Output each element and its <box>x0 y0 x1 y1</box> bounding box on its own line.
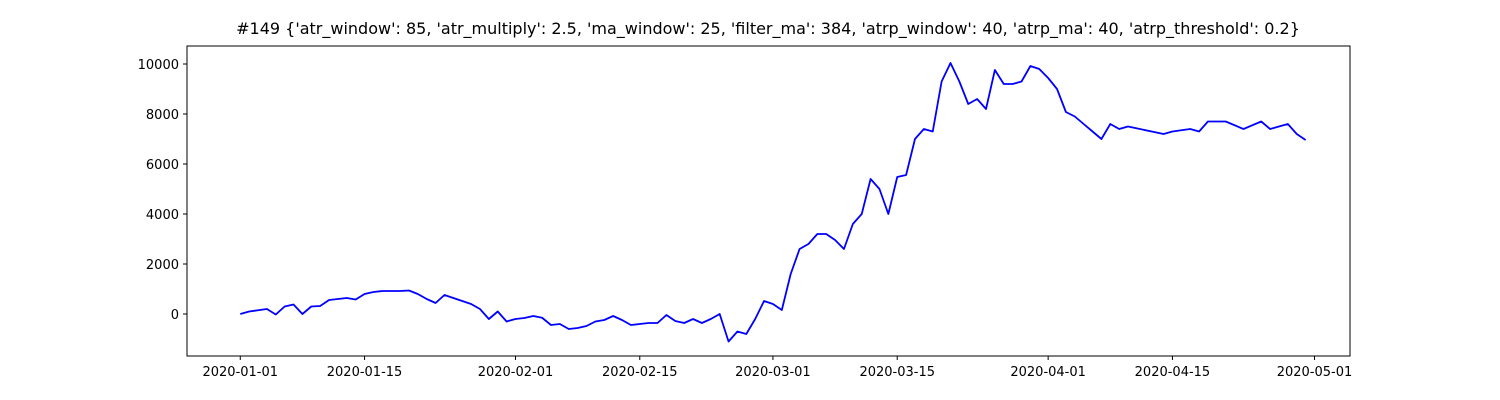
y-tick-label: 2000 <box>146 258 179 273</box>
plot-frame <box>186 45 1351 357</box>
x-tick-label: 2020-01-15 <box>327 365 403 380</box>
data-line <box>240 62 1307 343</box>
x-tick-label: 2020-03-01 <box>735 365 811 380</box>
x-tick-label: 2020-05-01 <box>1277 365 1353 380</box>
y-tick-label: 6000 <box>146 158 179 173</box>
x-tick-label: 2020-01-01 <box>202 365 278 380</box>
x-tick-label: 2020-03-15 <box>859 365 935 380</box>
chart-title: #149 {'atr_window': 85, 'atr_multiply': … <box>236 19 1300 39</box>
y-tick-label: 0 <box>171 308 179 323</box>
x-tick-label: 2020-02-15 <box>602 365 678 380</box>
y-tick-label: 10000 <box>138 58 179 73</box>
y-tick-label: 4000 <box>146 208 179 223</box>
x-tick-label: 2020-04-15 <box>1135 365 1211 380</box>
x-tick-label: 2020-04-01 <box>1010 365 1086 380</box>
y-tick-label: 8000 <box>146 108 179 123</box>
x-tick-label: 2020-02-01 <box>478 365 554 380</box>
